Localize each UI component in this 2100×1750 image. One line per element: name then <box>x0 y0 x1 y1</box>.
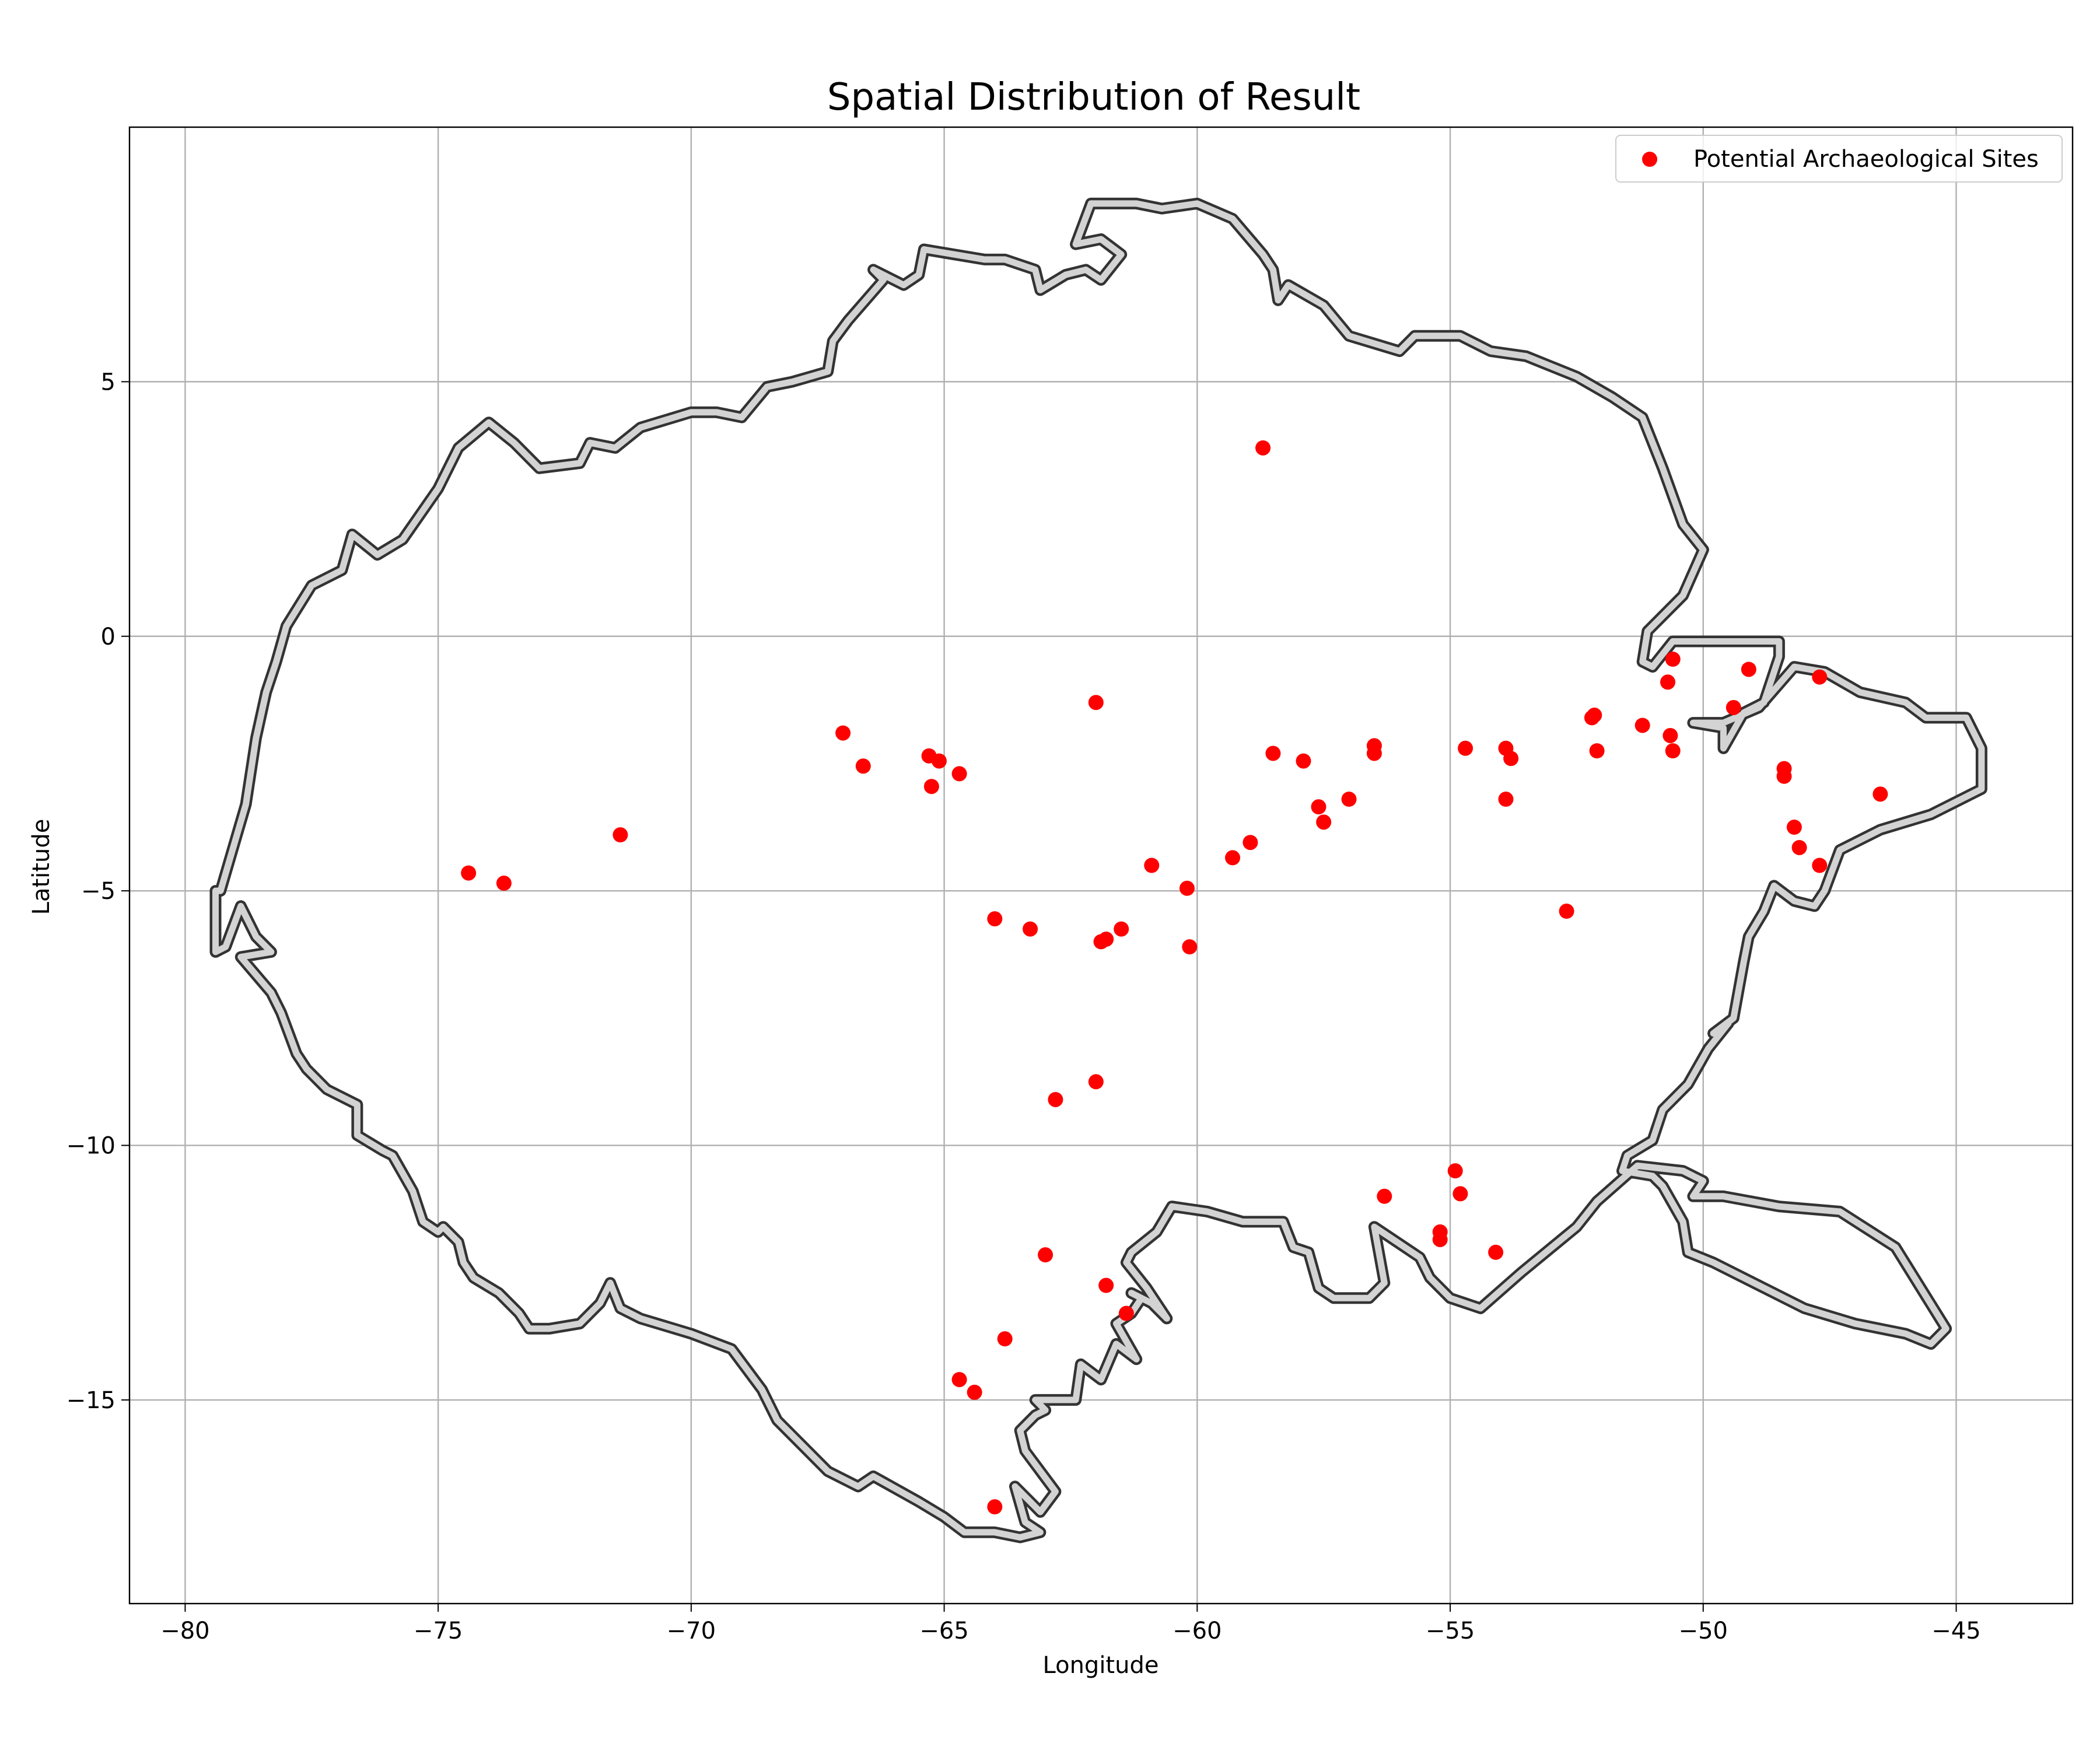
site-point <box>1316 814 1332 830</box>
site-point <box>1296 753 1311 769</box>
site-point <box>1225 850 1241 866</box>
site-point <box>1447 1163 1463 1179</box>
site-point <box>967 1384 982 1400</box>
site-point <box>855 758 871 774</box>
site-point <box>496 876 512 891</box>
site-point <box>1182 939 1198 955</box>
site-point <box>1311 799 1326 815</box>
site-point <box>1377 1188 1392 1204</box>
site-point <box>1088 695 1104 710</box>
x-tick-label: −50 <box>1679 1618 1728 1644</box>
site-point <box>1179 880 1195 896</box>
chart-title: Spatial Distribution of Result <box>827 76 1360 119</box>
site-point <box>951 1371 967 1387</box>
site-point <box>1665 743 1681 759</box>
legend: Potential Archaeological Sites <box>1615 135 2063 183</box>
x-tick-label: −75 <box>414 1618 463 1644</box>
x-tick-label: −60 <box>1172 1618 1222 1644</box>
scatter-points <box>461 440 1888 1515</box>
site-point <box>1242 835 1258 850</box>
site-point <box>1660 674 1676 690</box>
site-point <box>1255 440 1271 456</box>
y-tick-label: 5 <box>101 369 116 396</box>
site-point <box>1452 1186 1468 1202</box>
x-tick-label: −55 <box>1426 1618 1475 1644</box>
legend-box <box>1615 135 2063 183</box>
y-tick-label: −15 <box>66 1387 116 1414</box>
site-point <box>1088 1074 1104 1090</box>
site-point <box>1114 921 1129 937</box>
site-point <box>1432 1231 1448 1247</box>
site-point <box>1144 858 1160 873</box>
site-point <box>461 865 477 881</box>
site-point <box>835 725 851 741</box>
legend-marker <box>1642 152 1657 167</box>
site-point <box>612 827 628 843</box>
x-tick-label: −65 <box>919 1618 968 1644</box>
site-point <box>1098 932 1114 947</box>
site-point <box>1023 921 1038 937</box>
site-point <box>923 779 939 794</box>
site-point <box>931 753 947 769</box>
x-axis-label: Longitude <box>1043 1652 1159 1679</box>
site-point <box>1786 820 1802 835</box>
site-point <box>1098 1278 1114 1293</box>
site-point <box>1741 662 1756 677</box>
site-point <box>1776 768 1792 784</box>
plot-area-frame <box>128 126 2074 1605</box>
axis-ticks: −80 −75 −70 −65 −60 −55 −50 −45 5 0 −5 −10 −15 <box>66 369 1981 1644</box>
site-point <box>1458 740 1474 756</box>
x-tick-label: −45 <box>1931 1618 1980 1644</box>
site-point <box>1873 786 1888 802</box>
study-area-boundary <box>212 200 1985 1541</box>
site-point <box>1791 839 1807 855</box>
x-tick-label: −70 <box>667 1618 716 1644</box>
site-point <box>1498 792 1514 807</box>
site-point <box>1812 858 1828 873</box>
legend-label: Potential Archaeological Sites <box>1693 146 2039 173</box>
site-point <box>987 1499 1003 1515</box>
site-point <box>987 911 1003 927</box>
site-point <box>1503 751 1519 766</box>
site-point <box>997 1331 1013 1347</box>
site-point <box>1488 1244 1504 1260</box>
site-point <box>1589 743 1605 759</box>
y-tick-label: −5 <box>81 878 116 905</box>
site-point <box>1048 1091 1063 1107</box>
site-point <box>1662 727 1678 743</box>
site-point <box>1366 746 1382 761</box>
site-point <box>1118 1306 1134 1321</box>
site-point <box>1634 718 1650 733</box>
site-point <box>1341 792 1357 807</box>
site-point <box>951 766 967 782</box>
site-point <box>1665 652 1681 667</box>
y-tick-label: 0 <box>101 624 116 650</box>
site-point <box>1726 699 1741 715</box>
x-tick-label: −80 <box>160 1618 209 1644</box>
site-point <box>1265 746 1281 761</box>
site-point <box>1038 1247 1054 1263</box>
site-point <box>1587 708 1602 723</box>
site-point <box>1812 669 1828 685</box>
y-axis-label: Latitude <box>28 819 55 915</box>
site-point <box>1559 904 1574 919</box>
y-tick-label: −10 <box>66 1133 116 1160</box>
